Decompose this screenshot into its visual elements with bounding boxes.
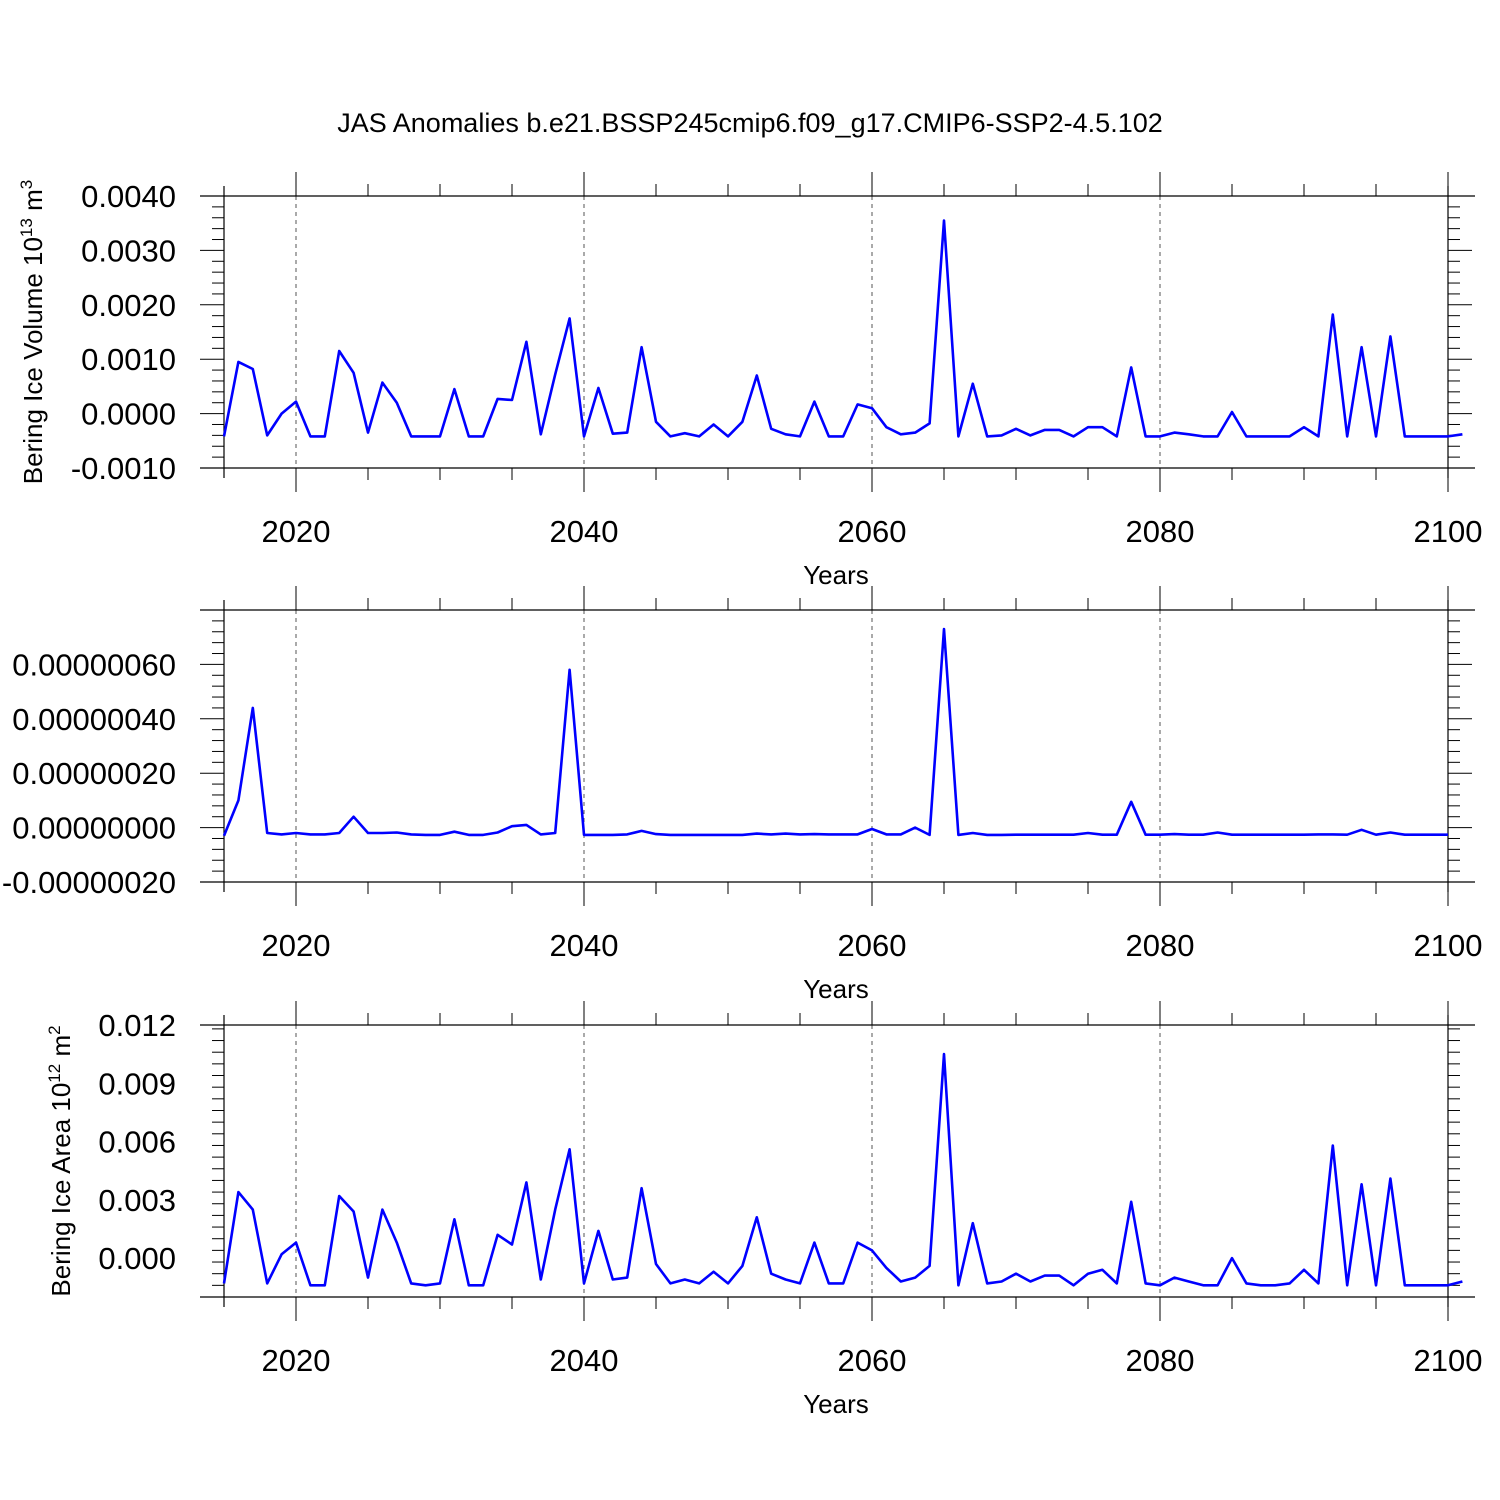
y-tick-label: 0.0040 [81,179,176,214]
series-line-1 [222,1052,1463,1287]
y-axis-label-unit: m [18,189,48,218]
x-tick-label: 2100 [1414,514,1483,549]
y-tick-label: 0.00000060 [12,647,176,682]
y-tick-label: 0.0030 [81,233,176,268]
y-tick-label: 0.012 [98,1008,176,1043]
x-tick-label: 2080 [1126,928,1195,963]
x-tick-label: 2040 [550,928,619,963]
x-tick-label: 2060 [838,928,907,963]
series-line-1 [222,627,1448,837]
chart-panel-2: 2020 2040 2060 2080 2100 Years -0.00000020 0.00… [2,586,1483,1004]
y-tick-label: 0.003 [98,1183,176,1218]
y-tick-label: 0.0020 [81,288,176,323]
x-tick-label: 2040 [550,1343,619,1378]
x-axis-label: Years [803,1389,869,1419]
y-tick-label: 0.0000 [81,397,176,432]
x-tick-label: 2080 [1126,514,1195,549]
y-tick-label: 0.00000020 [12,756,176,791]
x-tick-label: 2040 [550,514,619,549]
y-axis-label-exponent: 12 [45,1064,64,1083]
x-tick-label: 2060 [838,514,907,549]
y-tick-label: 0.006 [98,1125,176,1160]
chart-panel-1: 2020 2040 2060 2080 2100 Years -0.0010 0.0000 0.… [17,172,1482,590]
x-tick-label: 2100 [1414,928,1483,963]
x-axis-label: Years [803,560,869,590]
y-tick-label: -0.0010 [71,451,176,486]
x-tick-label: 2100 [1414,1343,1483,1378]
y-tick-label: 0.0010 [81,342,176,377]
y-tick-label: -0.00000020 [2,865,176,900]
x-axis-label: Years [803,974,869,1004]
series-line-1 [222,219,1463,438]
y-axis-label-unit-exponent: 2 [45,1025,64,1034]
y-tick-label: 0.000 [98,1241,176,1276]
y-axis-label-exponent: 13 [17,218,36,237]
y-axis-label-text: Bering Ice Volume 10 [18,237,48,484]
y-tick-label: 0.00000040 [12,702,176,737]
y-axis-label-text: Bering Ice Area 10 [46,1083,76,1297]
x-tick-label: 2080 [1126,1343,1195,1378]
figure-title: JAS Anomalies b.e21.BSSP245cmip6.f09_g17… [337,108,1163,138]
y-axis-label-unit-exponent: 3 [17,180,36,189]
x-tick-label: 2020 [262,928,331,963]
x-tick-label: 2020 [262,514,331,549]
y-axis-label: Bering Ice Area 1012 m2 [45,1025,76,1296]
y-axis-label: Bering Ice Volume 1013 m3 [17,180,48,484]
y-tick-label: 0.00000000 [12,811,176,846]
y-tick-label: 0.009 [98,1066,176,1101]
y-axis-label-unit: m [46,1035,76,1064]
x-tick-label: 2020 [262,1343,331,1378]
panels: 2020 2040 2060 2080 2100 Years -0.0010 0.0000 0.… [2,172,1483,1419]
x-tick-label: 2060 [838,1343,907,1378]
chart-panel-3: 2020 2040 2060 2080 2100 Years 0.000 0.003 0.006… [45,1001,1482,1419]
